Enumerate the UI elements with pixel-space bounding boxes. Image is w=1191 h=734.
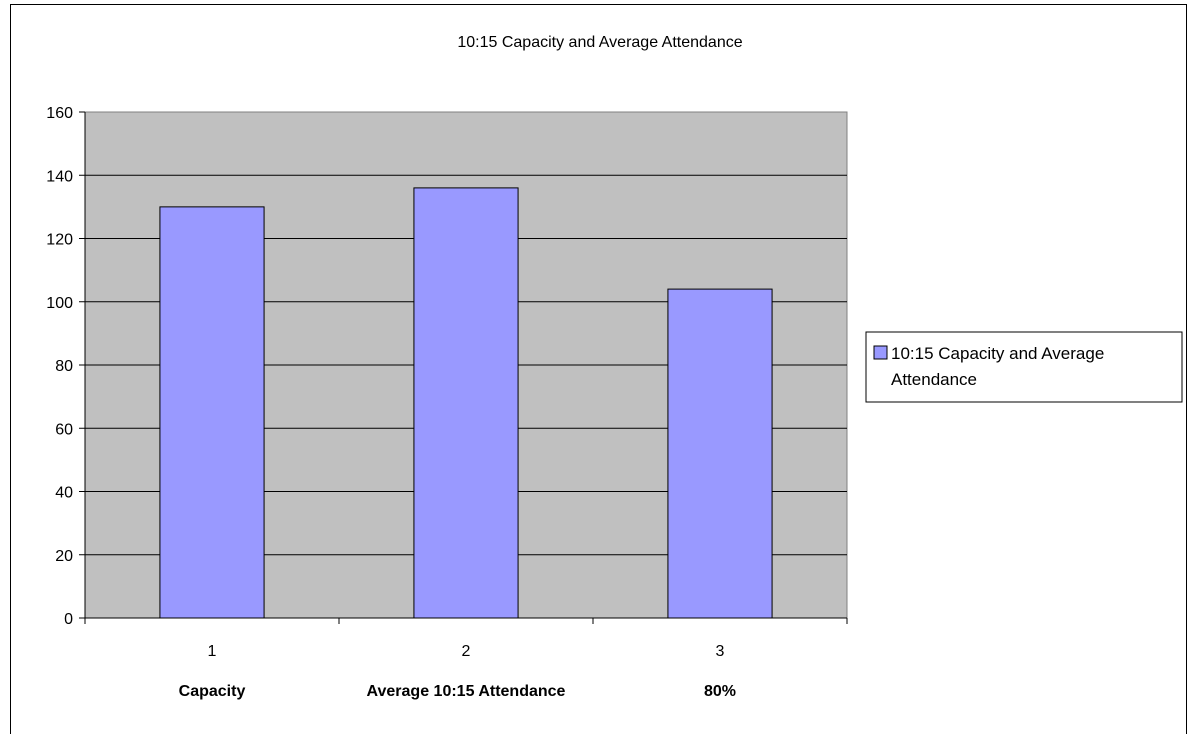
- y-tick-label: 20: [55, 548, 73, 565]
- y-tick-label: 160: [46, 105, 73, 122]
- legend: 10:15 Capacity and Average Attendance: [865, 331, 1183, 403]
- x-axis: 1 2 3: [84, 617, 848, 660]
- category-label: Capacity: [179, 683, 246, 700]
- bar: [667, 288, 773, 619]
- legend-label-line-1: 10:15 Capacity and Average: [891, 344, 1104, 363]
- x-tick-label: 1: [208, 643, 217, 660]
- category-labels: Capacity Average 10:15 Attendance 80%: [179, 683, 736, 700]
- legend-box: [865, 331, 1183, 403]
- bars: [159, 187, 773, 619]
- chart-frame: [10, 4, 1187, 734]
- y-tick-label: 60: [55, 421, 73, 438]
- y-tick-label: 100: [46, 295, 73, 312]
- x-tick-label: 3: [716, 643, 725, 660]
- chart-title: 10:15 Capacity and Average Attendance: [457, 34, 742, 51]
- category-label: Average 10:15 Attendance: [367, 683, 566, 700]
- x-tick-label: 2: [462, 643, 471, 660]
- y-tick-label: 140: [46, 168, 73, 185]
- category-label: 80%: [704, 683, 736, 700]
- bar: [413, 187, 519, 619]
- y-tick-label: 0: [64, 611, 73, 628]
- legend-swatch: [873, 345, 888, 360]
- bar: [159, 206, 265, 619]
- y-tick-label: 80: [55, 358, 73, 375]
- y-axis: 0 20 40 60 80 100 120 140 160: [46, 105, 86, 628]
- legend-label-line-2: Attendance: [891, 370, 977, 389]
- y-tick-label: 120: [46, 232, 73, 249]
- y-tick-label: 40: [55, 485, 73, 502]
